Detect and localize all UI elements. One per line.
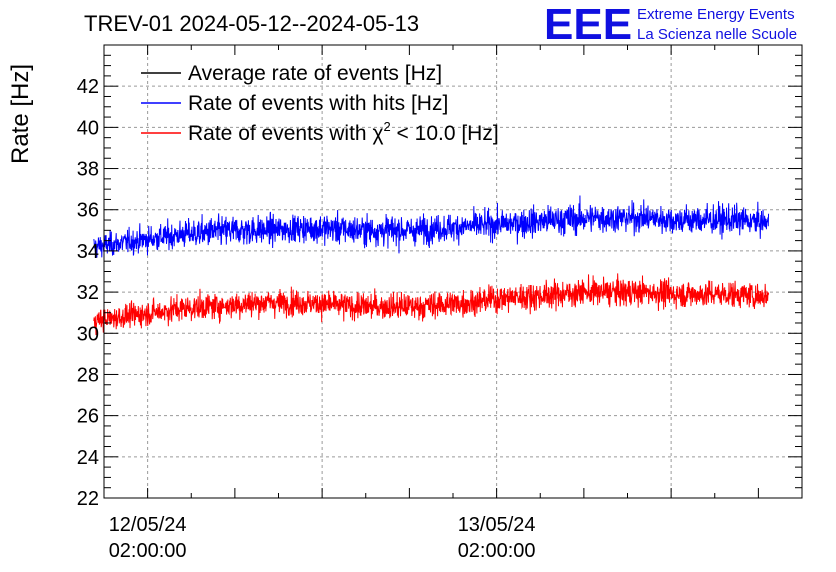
x-tick-date: 13/05/24 — [458, 514, 536, 536]
series-line-0 — [93, 195, 770, 258]
y-tick-label: 26 — [77, 406, 99, 428]
logo-line1: Extreme Energy Events — [637, 6, 795, 23]
eee-logo: EEE Extreme Energy Events La Scienza nel… — [544, 0, 797, 49]
y-tick-label: 42 — [77, 76, 99, 98]
grid-lines — [104, 45, 802, 499]
legend-label-average: Average rate of events [Hz] — [188, 62, 442, 85]
y-tick-label: 38 — [77, 159, 99, 181]
y-tick-label: 30 — [77, 323, 99, 345]
legend-label-hits: Rate of events with hits [Hz] — [188, 92, 448, 115]
legend-chi2-suffix: < 10.0 [Hz] — [391, 122, 499, 145]
y-tick-label: 24 — [77, 447, 99, 469]
y-tick-label: 40 — [77, 117, 99, 139]
x-tick-time: 02:00:00 — [458, 540, 536, 562]
y-axis-label: Rate [Hz] — [7, 64, 34, 164]
chart-title: TREV-01 2024-05-12--2024-05-13 — [84, 11, 419, 36]
series-line-1 — [93, 273, 770, 336]
legend-label-chi2: Rate of events with χ2 < 10.0 [Hz] — [188, 119, 499, 145]
x-tick-date: 12/05/24 — [109, 514, 187, 536]
y-tick-label: 36 — [77, 200, 99, 222]
logo-line2: La Scienza nelle Scuole — [637, 26, 797, 43]
x-tick-time: 02:00:00 — [109, 540, 187, 562]
logo-mark: EEE — [544, 0, 632, 49]
y-tick-label: 32 — [77, 282, 99, 304]
series-layer — [93, 195, 770, 336]
legend-chi2-symbol: χ — [372, 122, 383, 145]
y-tick-label: 34 — [77, 241, 99, 263]
y-tick-label: 22 — [77, 488, 99, 510]
y-tick-label: 28 — [77, 364, 99, 386]
ticks: 22 24 26 28 30 32 34 36 38 40 42 12/05/24 02:00:00 13… — [77, 45, 803, 562]
legend: Average rate of events [Hz] Rate of even… — [141, 62, 499, 145]
legend-chi2-prefix: Rate of events with — [188, 122, 372, 145]
legend-chi2-superscript: 2 — [383, 119, 390, 134]
